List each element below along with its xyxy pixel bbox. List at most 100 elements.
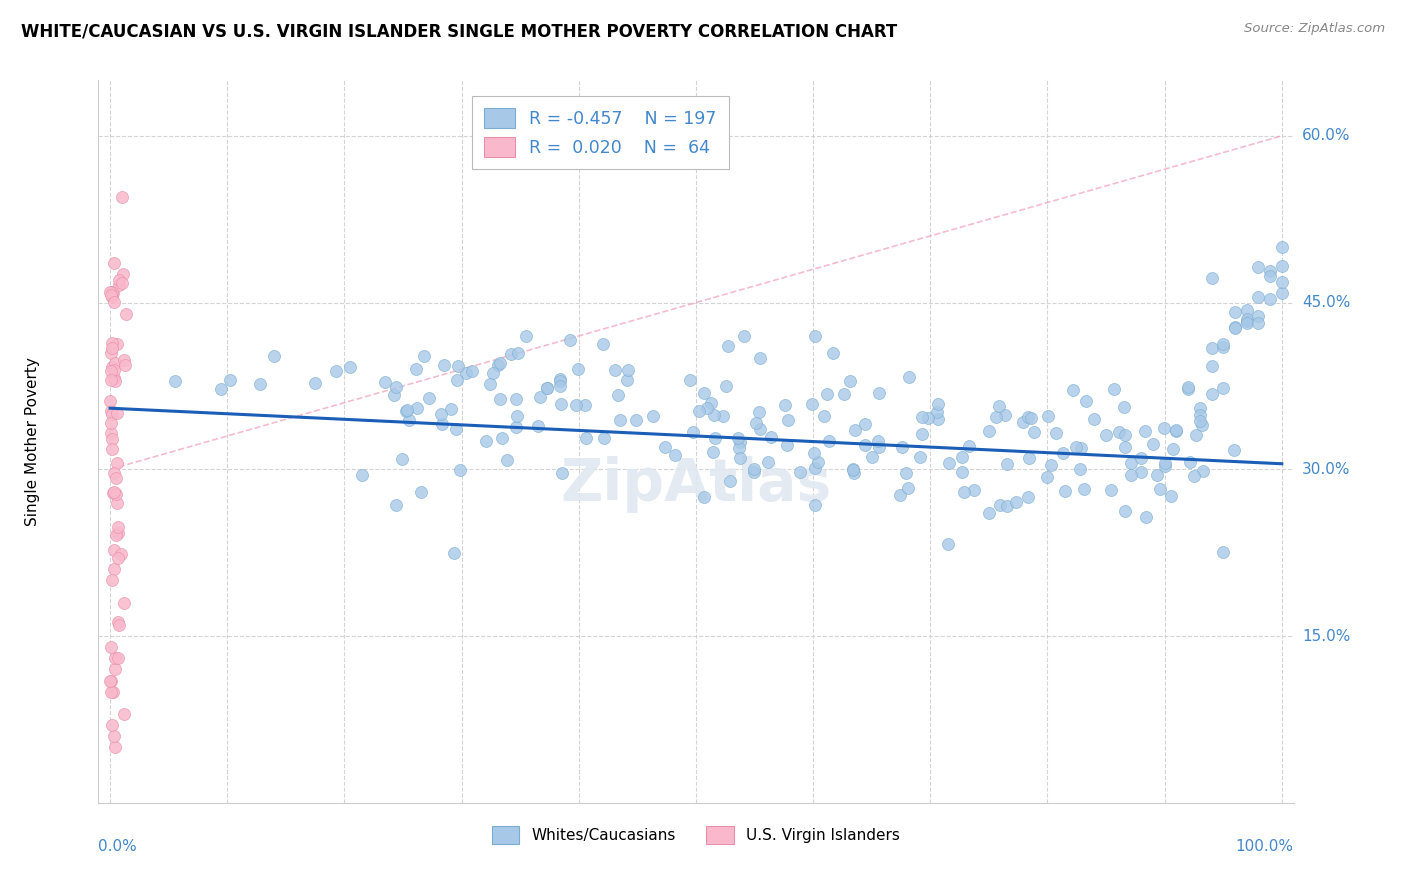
Point: [693, 385, 716, 400]
Point: [1108, 425, 1130, 440]
Point: [897, 481, 920, 495]
Point: [1040, 458, 1063, 472]
Point: [112, 596, 135, 610]
Point: [100, 285, 122, 299]
Point: [385, 499, 408, 513]
Point: [1247, 260, 1270, 274]
Point: [575, 431, 598, 445]
Point: [567, 361, 589, 376]
Point: [100, 287, 122, 301]
Point: [460, 363, 482, 377]
Point: [717, 338, 740, 352]
Point: [391, 451, 413, 466]
Point: [1247, 317, 1270, 331]
Point: [107, 615, 129, 629]
Point: [98, 285, 121, 300]
Point: [352, 467, 374, 482]
Point: [304, 376, 326, 390]
Point: [115, 307, 138, 321]
Point: [1201, 271, 1223, 285]
Point: [1223, 320, 1246, 334]
Point: [1160, 489, 1182, 503]
Point: [927, 412, 949, 426]
Point: [925, 405, 948, 419]
Point: [897, 370, 920, 384]
Point: [801, 397, 824, 411]
Point: [853, 417, 876, 432]
Point: [449, 462, 471, 476]
Point: [727, 441, 749, 455]
Point: [1192, 464, 1215, 478]
Point: [429, 407, 451, 421]
Point: [105, 456, 128, 470]
Point: [1153, 421, 1175, 435]
Point: [700, 396, 723, 410]
Point: [606, 388, 628, 402]
Point: [105, 496, 128, 510]
Point: [988, 400, 1011, 414]
Point: [804, 329, 827, 343]
Point: [1271, 259, 1294, 273]
Point: [574, 398, 596, 412]
Point: [107, 520, 129, 534]
Point: [1212, 545, 1234, 559]
Point: [1247, 290, 1270, 304]
Point: [111, 276, 134, 290]
Point: [756, 455, 779, 469]
Point: [953, 484, 976, 499]
Point: [1258, 268, 1281, 283]
Point: [1102, 382, 1125, 396]
Point: [1062, 384, 1084, 398]
Point: [111, 190, 134, 204]
Point: [789, 465, 811, 479]
Point: [104, 662, 127, 676]
Point: [733, 329, 755, 343]
Point: [957, 439, 980, 453]
Point: [868, 386, 890, 401]
Point: [339, 360, 361, 375]
Point: [624, 413, 647, 427]
Point: [103, 484, 125, 499]
Point: [396, 403, 419, 417]
Text: WHITE/CAUCASIAN VS U.S. VIRGIN ISLANDER SINGLE MOTHER POVERTY CORRELATION CHART: WHITE/CAUCASIAN VS U.S. VIRGIN ISLANDER …: [21, 22, 897, 40]
Point: [1130, 465, 1153, 479]
Point: [112, 706, 135, 721]
Point: [728, 435, 751, 450]
Point: [1271, 275, 1294, 289]
Point: [1054, 483, 1077, 498]
Point: [108, 272, 131, 286]
Point: [936, 537, 959, 551]
Point: [950, 465, 973, 479]
Text: 15.0%: 15.0%: [1302, 629, 1350, 643]
Point: [444, 422, 467, 436]
Text: 100.0%: 100.0%: [1236, 838, 1294, 854]
Point: [692, 490, 714, 504]
Point: [1074, 393, 1097, 408]
Point: [664, 448, 686, 462]
Point: [1201, 342, 1223, 356]
Point: [1258, 264, 1281, 278]
Point: [1073, 483, 1095, 497]
Point: [609, 412, 631, 426]
Point: [100, 360, 122, 375]
Point: [1135, 424, 1157, 438]
Point: [100, 373, 122, 387]
Point: [963, 483, 986, 497]
Point: [100, 341, 122, 355]
Point: [776, 412, 799, 426]
Point: [489, 392, 512, 406]
Point: [1119, 456, 1142, 470]
Point: [1258, 293, 1281, 307]
Point: [103, 370, 125, 384]
Point: [101, 442, 124, 456]
Point: [911, 410, 934, 425]
Point: [527, 419, 550, 434]
Point: [103, 542, 125, 557]
Point: [605, 362, 627, 376]
Point: [103, 294, 125, 309]
Point: [1180, 455, 1202, 469]
Point: [704, 432, 727, 446]
Point: [101, 718, 124, 732]
Point: [551, 467, 574, 481]
Point: [395, 404, 418, 418]
